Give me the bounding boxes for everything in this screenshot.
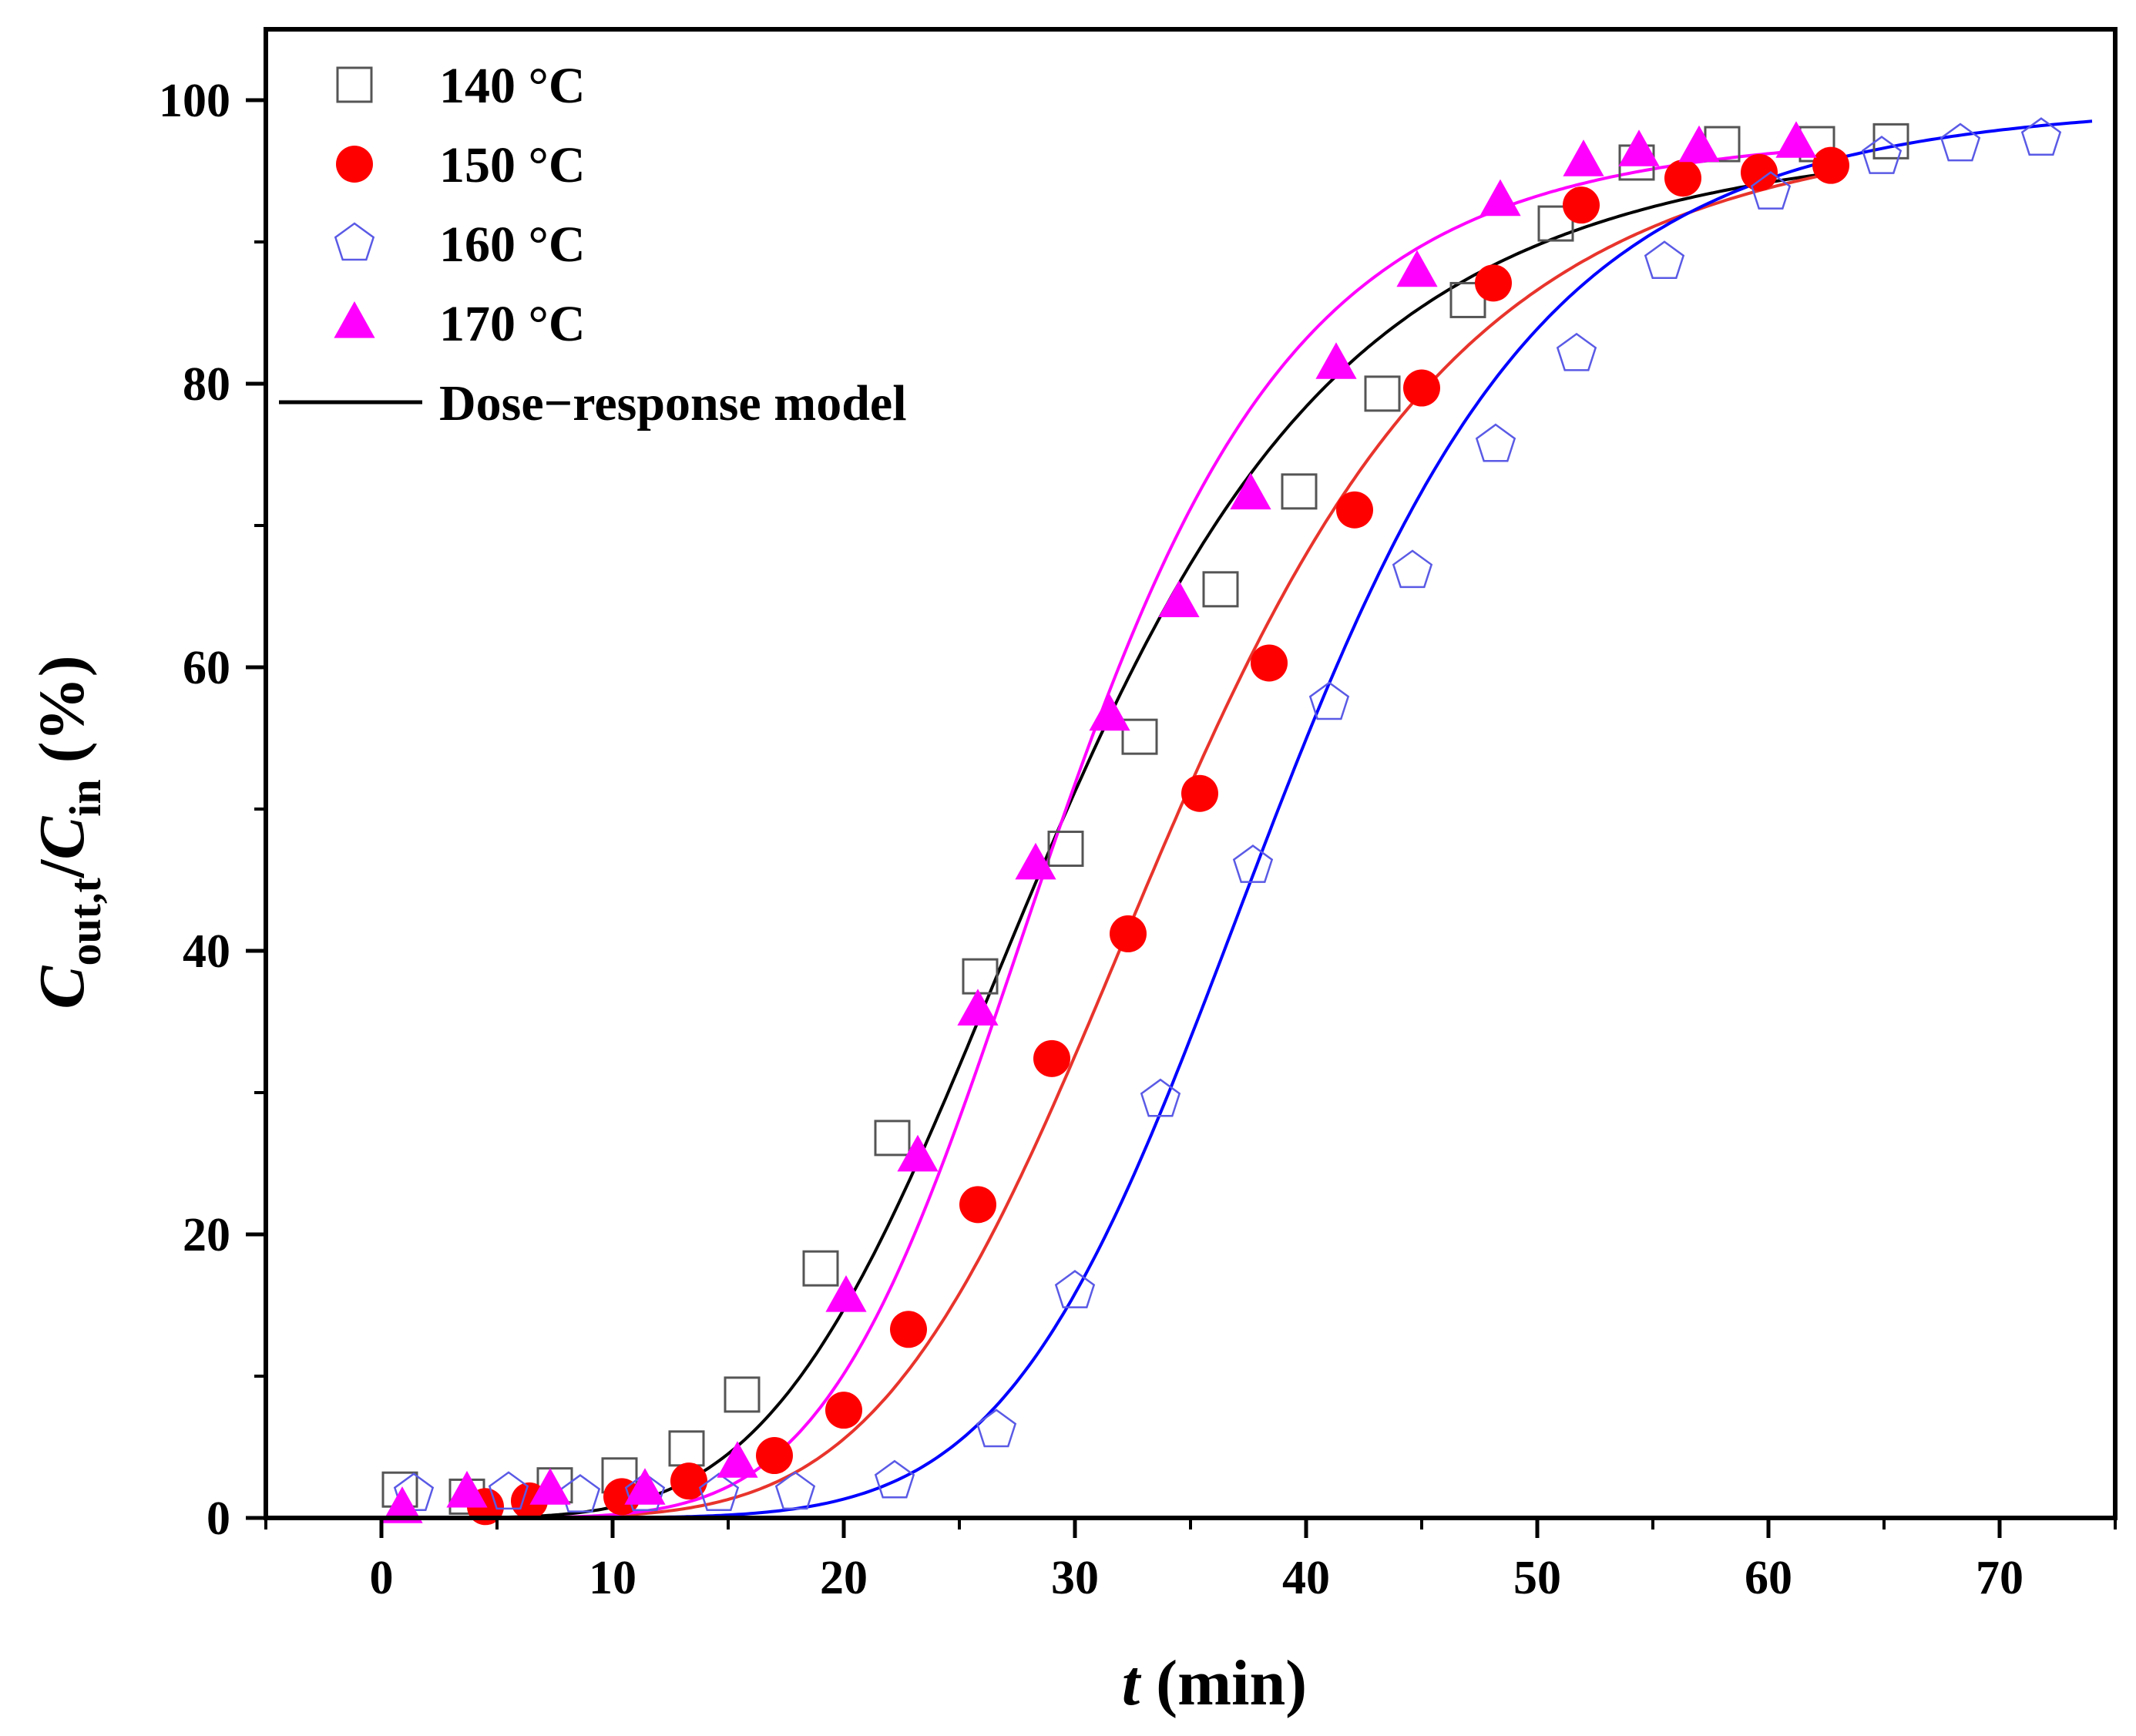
data-point: [624, 1472, 666, 1512]
data-point: [1089, 693, 1130, 731]
x-tick-label: 0: [370, 1552, 394, 1604]
data-point: [1750, 171, 1792, 210]
data-point: [1158, 580, 1200, 617]
data-point: [2020, 117, 2062, 156]
legend-label: 170 °C: [439, 296, 586, 352]
y-axis-title: Cout,t/Cin (%): [26, 655, 110, 1009]
data-point: [1140, 1078, 1181, 1117]
legend-marker: [336, 146, 373, 183]
data-point: [1047, 831, 1084, 868]
y-tick-label: 60: [183, 642, 230, 694]
data-point: [1664, 159, 1701, 197]
data-point: [717, 1441, 758, 1478]
data-point: [756, 1437, 793, 1475]
series-2: [393, 117, 2062, 1513]
legend-marker: [334, 222, 375, 261]
data-point: [1396, 250, 1438, 287]
legend-label: Dose−response model: [439, 375, 907, 431]
data-point: [1308, 681, 1350, 720]
data-markers: [381, 117, 2062, 1526]
data-point: [957, 989, 999, 1026]
axes: 0 10 20 30 40 50 60 70 0 20 40 60 80 100: [159, 27, 2118, 1604]
data-point: [1861, 136, 1903, 174]
data-point: [1403, 369, 1440, 407]
data-point: [890, 1311, 927, 1348]
legend-marker: [336, 66, 373, 103]
data-point: [1678, 125, 1720, 163]
y-tick-label: 40: [183, 925, 230, 978]
x-tick-label: 70: [1976, 1552, 2023, 1604]
data-point: [1775, 121, 1817, 158]
data-point: [1563, 186, 1600, 224]
data-point: [1563, 139, 1604, 176]
data-point: [1230, 472, 1271, 510]
data-point: [874, 1120, 911, 1157]
data-point: [1336, 491, 1373, 529]
x-tick-label: 40: [1282, 1552, 1330, 1604]
series-1: [467, 146, 1849, 1526]
data-point: [774, 1471, 816, 1510]
data-point: [670, 1462, 707, 1500]
data-point: [1940, 123, 1981, 162]
data-point: [381, 1486, 423, 1523]
legend: 140 °C 150 °C 160 °C 170 °C Dose−response mo…: [279, 58, 907, 431]
legend-label: 140 °C: [439, 58, 586, 114]
data-point: [1281, 473, 1318, 510]
data-point: [1364, 375, 1401, 412]
data-point: [1392, 549, 1433, 589]
y-tick-label: 80: [183, 358, 230, 411]
data-point: [1537, 205, 1574, 242]
data-point: [446, 1470, 488, 1508]
y-tick-label: 100: [159, 75, 230, 127]
data-point: [1232, 844, 1274, 883]
data-point: [1054, 1270, 1096, 1308]
data-point: [1121, 718, 1158, 755]
x-tick-label: 30: [1051, 1552, 1099, 1604]
data-point: [488, 1471, 529, 1510]
data-point: [529, 1468, 571, 1505]
data-point: [1479, 179, 1521, 217]
x-tick-label: 60: [1745, 1552, 1792, 1604]
legend-label: 160 °C: [439, 217, 586, 273]
series-3: [381, 121, 1817, 1523]
data-point: [959, 1186, 996, 1224]
data-point: [1110, 915, 1147, 952]
data-point: [825, 1392, 862, 1429]
legend-label: 150 °C: [439, 137, 586, 193]
data-point: [1251, 644, 1288, 682]
legend-marker: [334, 301, 375, 338]
data-point: [1315, 342, 1357, 379]
data-point: [897, 1134, 939, 1172]
data-point: [1618, 129, 1660, 166]
data-point: [559, 1474, 601, 1513]
x-axis-title: t (min): [1122, 1647, 1307, 1719]
x-tick-label: 10: [589, 1552, 636, 1604]
data-point: [1449, 281, 1486, 318]
y-tick-label: 20: [183, 1209, 230, 1261]
data-point: [1556, 332, 1597, 371]
data-point: [1741, 153, 1778, 191]
data-point: [724, 1376, 761, 1413]
data-point: [1181, 774, 1218, 812]
data-point: [1475, 264, 1512, 302]
data-point: [825, 1275, 867, 1312]
data-point: [1475, 423, 1516, 462]
data-point: [1644, 240, 1685, 280]
data-point: [624, 1468, 666, 1505]
data-point: [874, 1459, 915, 1499]
data-point: [1202, 571, 1239, 608]
x-tick-label: 20: [820, 1552, 868, 1604]
data-point: [802, 1250, 839, 1287]
data-point: [1812, 146, 1849, 184]
y-tick-label: 0: [207, 1493, 230, 1545]
x-tick-label: 50: [1513, 1552, 1561, 1604]
data-point: [698, 1472, 740, 1512]
data-point: [1015, 842, 1056, 880]
data-point: [1033, 1039, 1070, 1077]
data-point: [976, 1409, 1017, 1448]
